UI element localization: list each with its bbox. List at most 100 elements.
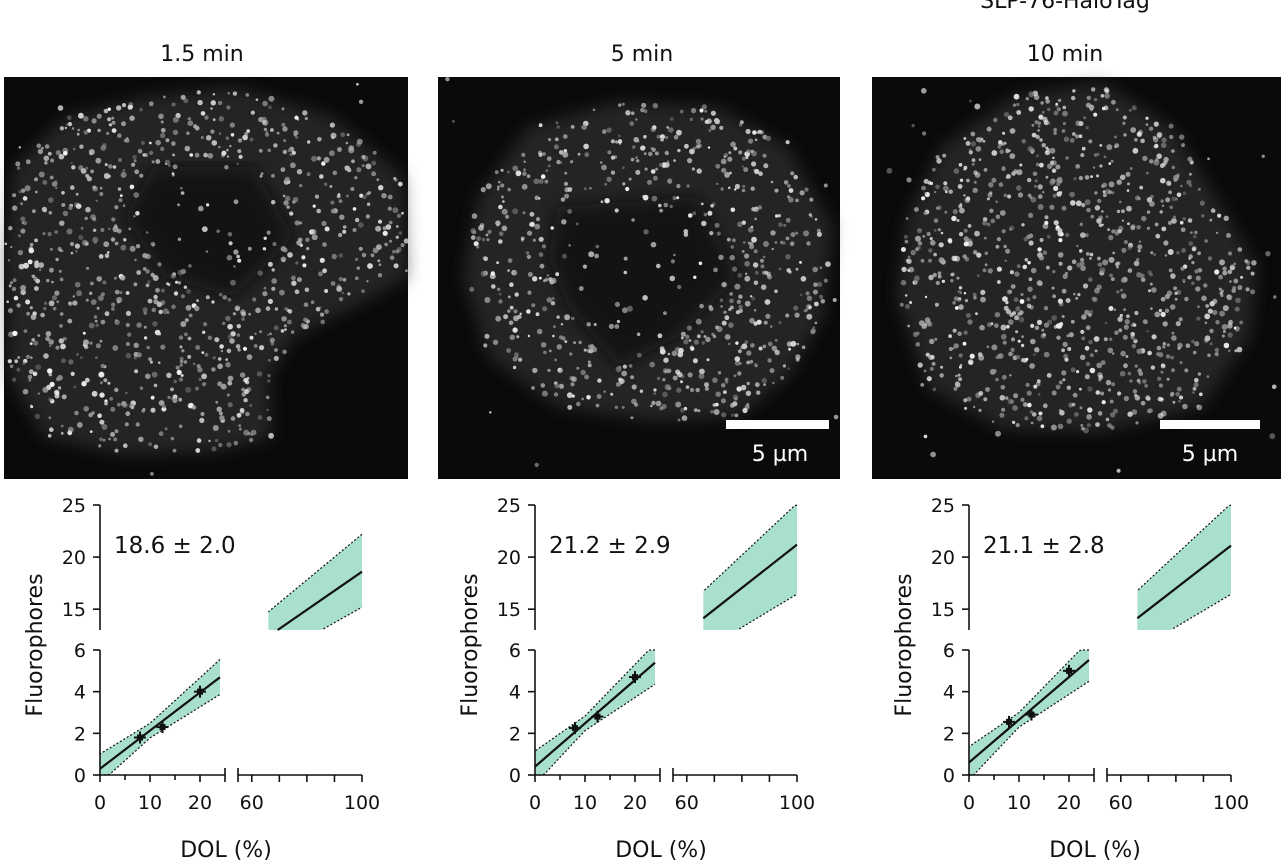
punctum: [1036, 319, 1043, 325]
punctum: [963, 228, 968, 233]
punctum: [523, 160, 526, 163]
punctum: [803, 230, 810, 237]
punctum: [68, 359, 74, 365]
punctum: [1144, 384, 1148, 388]
punctum: [137, 148, 143, 154]
punctum: [381, 193, 387, 199]
punctum: [227, 375, 234, 382]
punctum: [1023, 264, 1027, 269]
punctum: [187, 117, 191, 121]
punctum: [1067, 347, 1072, 351]
punctum: [996, 266, 1002, 272]
punctum: [1037, 125, 1041, 128]
punctum: [175, 280, 178, 284]
punctum: [88, 322, 95, 329]
punctum: [1127, 222, 1130, 226]
punctum: [155, 139, 161, 146]
punctum: [125, 411, 131, 417]
punctum: [1130, 127, 1137, 133]
punctum: [1096, 152, 1100, 156]
punctum: [1021, 335, 1024, 338]
punctum: [751, 161, 757, 167]
punctum: [230, 279, 236, 286]
punctum: [663, 357, 669, 363]
punctum: [1001, 229, 1006, 234]
punctum: [395, 235, 399, 239]
punctum: [340, 132, 346, 138]
punctum: [921, 88, 927, 94]
punctum: [149, 360, 153, 364]
punctum: [225, 136, 230, 140]
punctum: [540, 342, 547, 348]
punctum: [238, 424, 242, 428]
punctum: [240, 309, 246, 315]
punctum: [125, 342, 130, 346]
punctum: [243, 398, 248, 403]
punctum: [1187, 218, 1193, 223]
punctum: [1025, 382, 1030, 387]
punctum: [1080, 257, 1085, 262]
punctum: [365, 163, 372, 170]
data-point: [1066, 667, 1072, 674]
punctum: [10, 245, 13, 249]
punctum: [249, 335, 254, 340]
punctum: [66, 228, 73, 235]
punctum: [183, 360, 188, 364]
punctum: [1131, 105, 1137, 111]
punctum: [593, 323, 597, 326]
punctum: [375, 225, 382, 232]
punctum: [655, 167, 659, 171]
confidence-band: [535, 650, 655, 775]
punctum: [171, 304, 176, 310]
punctum: [630, 416, 634, 420]
punctum: [267, 298, 273, 304]
punctum: [1086, 414, 1092, 420]
punctum: [42, 232, 46, 236]
punctum: [1096, 362, 1103, 369]
punctum: [1231, 288, 1236, 293]
punctum: [180, 374, 184, 377]
punctum: [185, 386, 192, 393]
punctum: [721, 281, 727, 288]
punctum: [994, 312, 1001, 318]
punctum: [268, 432, 274, 439]
punctum: [676, 196, 680, 200]
punctum: [1066, 334, 1070, 338]
punctum: [963, 194, 966, 197]
punctum: [1207, 256, 1213, 261]
punctum: [923, 178, 929, 184]
punctum: [243, 429, 250, 436]
punctum: [130, 187, 133, 190]
punctum: [1033, 184, 1038, 188]
punctum: [757, 457, 761, 461]
punctum: [1017, 312, 1020, 316]
punctum: [1129, 379, 1133, 383]
punctum: [1221, 334, 1225, 338]
punctum: [1172, 400, 1176, 404]
punctum: [630, 157, 635, 162]
punctum: [664, 384, 671, 391]
punctum: [551, 297, 555, 300]
punctum: [80, 227, 84, 230]
punctum: [8, 308, 13, 314]
punctum: [302, 110, 308, 116]
punctum: [799, 190, 805, 196]
punctum: [1240, 275, 1244, 279]
punctum: [1066, 418, 1072, 424]
punctum: [972, 292, 977, 297]
punctum: [1088, 139, 1093, 144]
punctum: [1088, 313, 1092, 317]
punctum: [1123, 308, 1126, 311]
punctum: [1002, 296, 1008, 302]
punctum: [583, 348, 587, 352]
punctum: [993, 369, 997, 373]
punctum: [28, 247, 35, 254]
punctum: [664, 162, 670, 168]
punctum: [914, 207, 919, 212]
punctum: [177, 237, 182, 241]
punctum: [489, 273, 496, 280]
punctum: [90, 169, 94, 174]
punctum: [116, 300, 121, 304]
punctum: [983, 397, 988, 402]
punctum: [181, 349, 185, 353]
